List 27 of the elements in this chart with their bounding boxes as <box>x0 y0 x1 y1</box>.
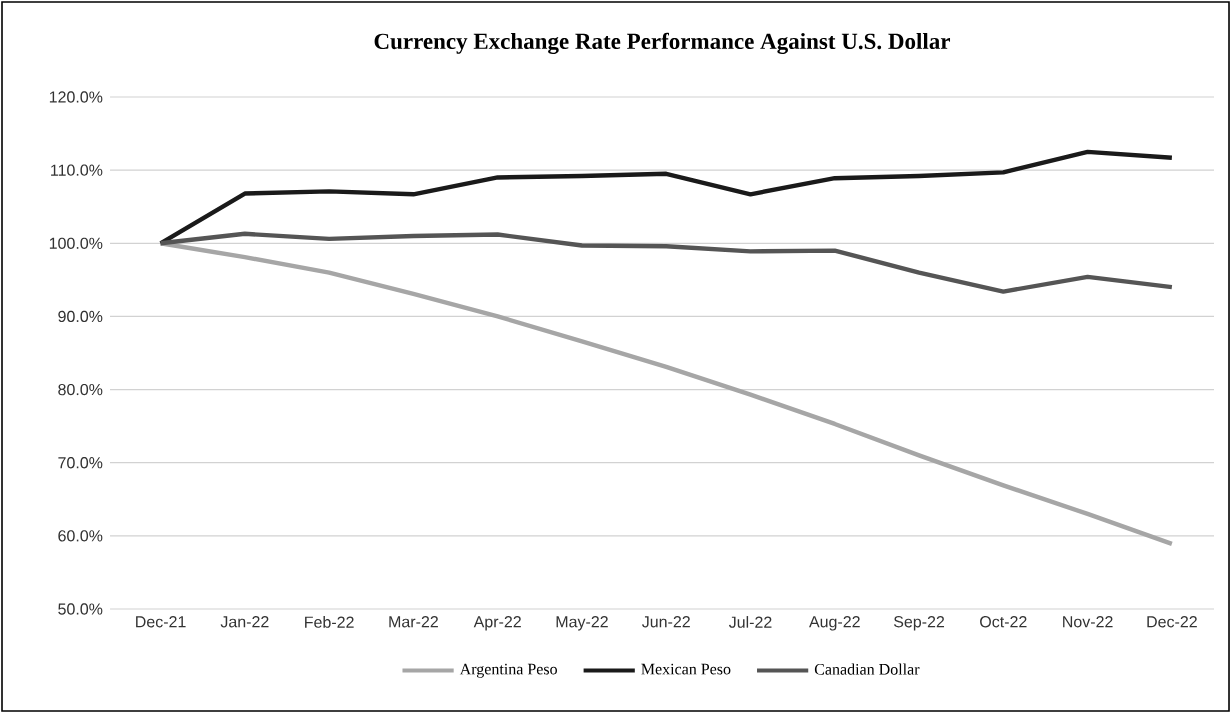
x-tick-label: May-22 <box>556 616 608 631</box>
legend-label: Canadian Dollar <box>814 663 920 675</box>
legend-label: Mexican Peso <box>641 663 731 675</box>
y-tick-label: 80.0% <box>58 383 103 396</box>
x-tick-label: Aug-22 <box>809 616 860 631</box>
y-tick-label: 60.0% <box>58 530 103 542</box>
x-tick-label: Sep-22 <box>893 616 945 631</box>
x-tick-label: Nov-22 <box>1063 616 1113 628</box>
x-tick-label: Dec-21 <box>136 616 186 628</box>
y-tick-label: 120.0% <box>49 91 103 103</box>
x-tick-label: Dec-22 <box>1147 616 1197 628</box>
x-tick-label: Oct-22 <box>980 616 1027 628</box>
x-tick-label: Feb-22 <box>305 616 354 628</box>
x-tick-label: Jan-22 <box>220 616 269 628</box>
chart-title: Currency Exchange Rate Performance Against U.S. Dollar <box>374 32 951 54</box>
x-tick-label: Mar-22 <box>389 616 438 628</box>
x-tick-label: Jun-22 <box>642 616 690 628</box>
y-tick-label: 90.0% <box>58 310 103 323</box>
y-tick-label: 70.0% <box>58 457 103 469</box>
line-series <box>158 231 1175 294</box>
legend-label: Argentina Peso <box>459 663 557 678</box>
line-series <box>158 241 1175 547</box>
x-tick-label: Apr-22 <box>473 616 521 631</box>
y-tick-label: 110.0% <box>51 164 103 176</box>
x-tick-label: Jul-22 <box>728 616 772 628</box>
y-tick-label: 100.0% <box>49 237 103 249</box>
y-tick-label: 50.0% <box>58 603 103 615</box>
